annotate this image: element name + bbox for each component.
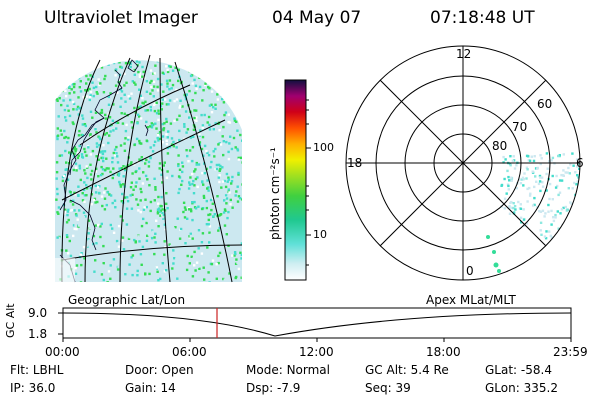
mlt-label-18: 18 [347,156,363,170]
colorbar-tick-100: 100 [313,141,334,154]
time-tick-2359: 23:59 [553,345,588,359]
mlt-label-12: 12 [456,47,472,61]
time-label: 07:18:48 UT [430,8,535,28]
altitude-ylabel: GC Alt [4,303,17,338]
geographic-image [55,54,243,283]
left-panel-label: Geographic Lat/Lon [68,293,186,307]
status-gain: Gain: 14 [125,381,176,395]
mlt-label-0: 0 [466,264,474,278]
time-tick-0000: 00:00 [45,345,80,359]
alt-tick-9: 9.0 [28,306,48,320]
app-title: Ultraviolet Imager [44,8,198,28]
status-glon: GLon: 335.2 [485,381,558,395]
status-gc-alt: GC Alt: 5.4 Re [365,363,449,377]
lat-label-70: 70 [512,120,528,134]
altitude-plot [58,307,572,342]
status-ip: IP: 36.0 [10,381,56,395]
time-tick-0600: 06:00 [172,345,207,359]
time-tick-1800: 18:00 [426,345,461,359]
mlt-label-6: 6 [576,156,584,170]
status-door: Door: Open [125,363,194,377]
colorbar [284,79,311,281]
status-mode: Mode: Normal [246,363,330,377]
colorbar-unit-label: photon cm⁻²s⁻¹ [268,147,282,240]
colorbar-tick-10: 10 [313,228,327,241]
alt-tick-1-8: 1.8 [28,327,48,341]
time-tick-1200: 12:00 [299,345,334,359]
polar-plot [345,45,581,281]
lat-label-60: 60 [537,97,553,111]
lat-label-80: 80 [492,139,508,153]
right-panel-label: Apex MLat/MLT [426,293,516,307]
status-flt: Flt: LBHL [10,363,64,377]
status-glat: GLat: -58.4 [485,363,552,377]
status-dsp: Dsp: -7.9 [246,381,301,395]
status-seq: Seq: 39 [365,381,411,395]
date-label: 04 May 07 [272,8,362,28]
